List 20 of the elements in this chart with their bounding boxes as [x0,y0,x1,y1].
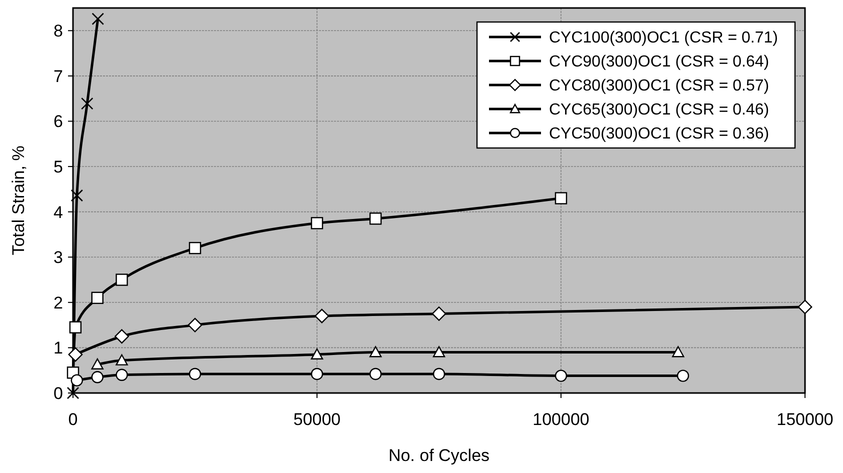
y-tick-label: 6 [54,112,63,132]
y-tick-label: 0 [54,384,63,403]
x-axis-title: No. of Cycles [388,446,490,465]
x-tick-label: 100000 [532,410,590,429]
x-tick-label: 150000 [776,410,834,429]
y-tick-label: 3 [54,248,63,268]
legend-label: CYC50(300)OC1 (CSR = 0.36) [549,126,770,143]
y-tick-label: 7 [54,66,63,86]
legend-label: CYC65(300)OC1 (CSR = 0.46) [549,102,770,119]
y-tick-label: 4 [54,202,63,222]
legend-label: CYC100(300)OC1 (CSR = 0.71) [549,30,778,47]
legend-label: CYC90(300)OC1 (CSR = 0.64) [549,54,770,71]
legend-label: CYC80(300)OC1 (CSR = 0.57) [549,78,770,95]
y-tick-label: 1 [54,338,63,358]
y-tick-label: 5 [54,157,63,176]
y-axis-title: Total Strain, % [9,146,28,256]
y-tick-label: 2 [54,293,63,312]
x-tick-label: 0 [68,410,78,429]
x-tick-label: 50000 [293,410,341,429]
y-tick-label: 8 [54,22,63,41]
